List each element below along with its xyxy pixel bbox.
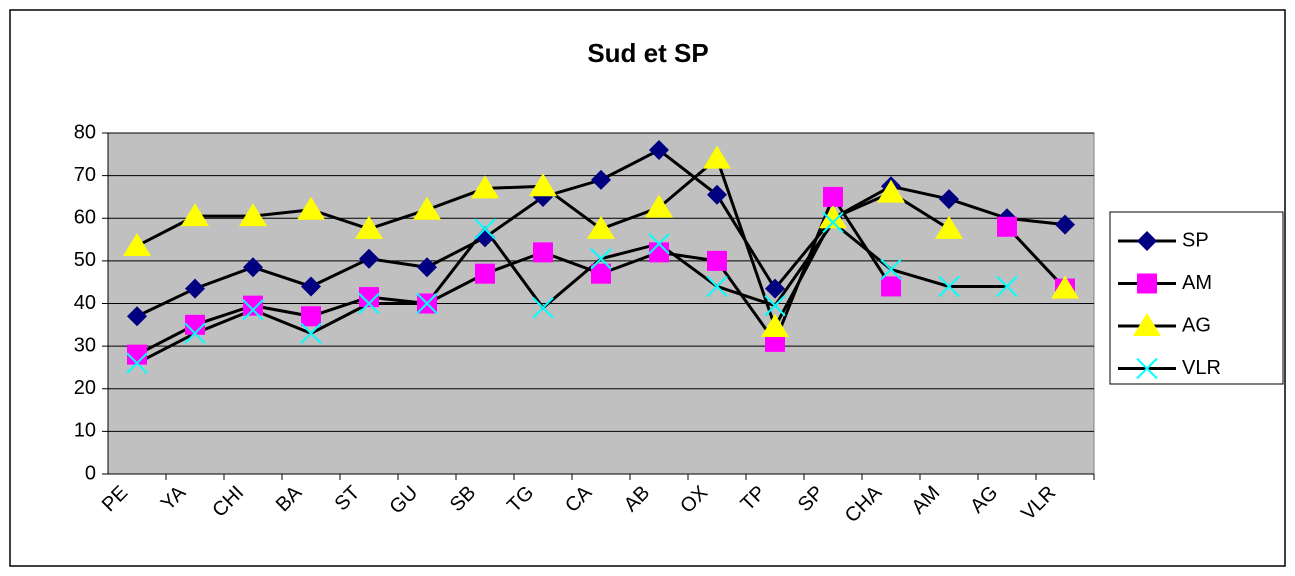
marker-triangle [1051,275,1079,299]
marker-x [184,322,206,345]
marker-x [938,275,960,298]
marker-x [590,248,612,270]
marker-triangle [355,215,383,239]
y-tick-label: 20 [74,377,96,399]
marker-x [880,258,902,281]
marker-triangle [471,175,499,199]
marker-x [1136,357,1158,380]
marker-square [475,263,495,284]
y-tick-label: 30 [74,334,96,356]
marker-square [359,287,379,308]
marker-square [881,276,901,297]
marker-diamond [591,169,611,190]
marker-x [358,292,380,315]
marker-diamond [301,276,321,297]
marker-x [532,297,554,319]
marker-square [533,242,553,263]
marker-triangle [181,203,209,227]
marker-triangle [645,194,673,218]
marker-x [474,218,496,240]
marker-triangle [297,196,325,220]
marker-x [300,322,322,345]
legend-label: VLR [1182,357,1221,379]
marker-square [127,344,147,365]
marker-square [823,186,843,207]
legend-label: AG [1182,314,1211,336]
marker-triangle [935,215,963,239]
marker-triangle [529,173,557,197]
y-tick-label: 40 [74,292,96,314]
marker-square [997,216,1017,237]
y-tick-label: 70 [74,164,96,186]
marker-x [416,292,438,315]
marker-x [126,352,148,374]
marker-x [648,233,670,255]
legend-label: SP [1182,229,1209,251]
marker-diamond [1055,214,1075,235]
marker-triangle [877,179,905,203]
legend-label: AM [1182,272,1212,294]
marker-triangle [587,215,615,239]
marker-diamond [185,278,205,299]
marker-triangle [123,232,151,256]
marker-triangle [761,313,789,337]
marker-x [764,294,786,317]
marker-diamond [417,257,437,278]
marker-x [822,211,844,234]
y-tick-label: 10 [74,420,96,442]
y-tick-label: 60 [74,207,96,229]
marker-x [996,275,1018,298]
marker-diamond [1137,231,1157,251]
chart-title: Sud et SP [587,38,708,68]
marker-diamond [359,248,379,269]
marker-triangle [413,196,441,220]
series-line [136,220,1007,365]
y-tick-label: 80 [74,121,96,143]
marker-triangle [239,203,267,227]
marker-square [707,250,727,271]
marker-diamond [475,227,495,248]
marker-triangle [703,145,731,169]
marker-x [706,275,728,298]
marker-square [591,263,611,284]
marker-square [243,295,263,316]
y-tick-label: 50 [74,249,96,271]
marker-diamond [127,306,147,327]
y-tick-label: 0 [85,462,96,484]
marker-square [301,306,321,327]
marker-diamond [243,257,263,278]
marker-x [242,299,264,321]
marker-square [649,242,669,263]
marker-square [185,314,205,335]
marker-triangle [819,205,847,229]
marker-diamond [765,278,785,299]
marker-square [1137,273,1157,294]
marker-triangle [1133,313,1161,336]
marker-diamond [707,184,727,205]
marker-diamond [649,140,669,161]
marker-diamond [939,189,959,210]
